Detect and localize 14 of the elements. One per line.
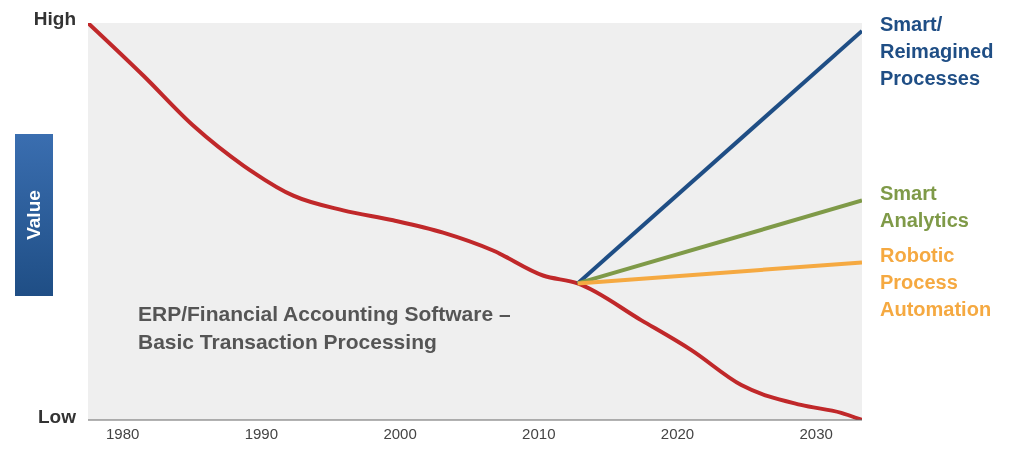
x-tick-label: 2020 [660, 424, 695, 442]
text: High [32, 8, 76, 30]
series-label: Smart Analytics [880, 181, 970, 234]
series-label: Robotic Process Automation [880, 243, 993, 323]
x-tick-label: 2000 [383, 424, 417, 442]
series-label: Smart/ Reimagined Processes [880, 11, 995, 91]
x-tick-label: 1980 [105, 424, 140, 442]
x-tick-label: 2010 [522, 424, 556, 442]
axis-title-box: Value [15, 134, 53, 296]
x-tick-label: 1990 [244, 424, 279, 442]
series-label: ERP/Financial Accounting Software – Basic Transaction Processing [138, 301, 512, 355]
y-axis-title: Value [23, 190, 45, 240]
x-tick-label: 2030 [799, 424, 833, 442]
text: Low [37, 406, 76, 428]
